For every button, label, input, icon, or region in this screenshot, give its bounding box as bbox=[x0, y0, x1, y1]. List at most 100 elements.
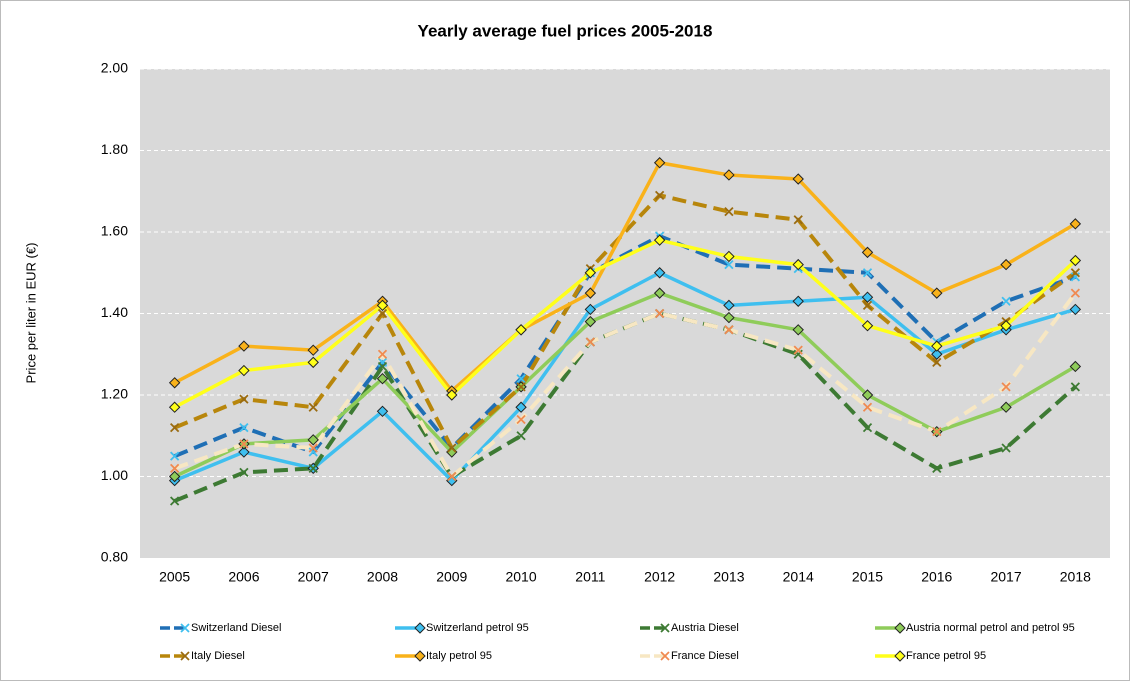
marker bbox=[792, 258, 804, 271]
marker bbox=[861, 389, 874, 401]
marker-stroke bbox=[1070, 382, 1080, 392]
marker bbox=[1001, 382, 1011, 392]
marker bbox=[376, 405, 389, 418]
marker bbox=[1069, 360, 1082, 373]
marker bbox=[584, 315, 597, 328]
marker-stroke bbox=[308, 402, 318, 412]
marker bbox=[377, 349, 388, 359]
marker bbox=[931, 348, 943, 360]
series-line bbox=[173, 271, 1076, 483]
marker bbox=[239, 422, 249, 433]
marker bbox=[1070, 288, 1080, 298]
marker bbox=[932, 463, 942, 473]
marker-stroke bbox=[377, 349, 388, 359]
marker bbox=[308, 402, 318, 412]
marker bbox=[584, 287, 597, 299]
marker bbox=[515, 401, 527, 413]
legend-label: Switzerland petrol 95 bbox=[426, 622, 529, 634]
marker bbox=[1000, 320, 1012, 332]
legend-label: Austria normal petrol and petrol 95 bbox=[906, 622, 1075, 634]
marker bbox=[308, 443, 318, 453]
marker bbox=[170, 451, 180, 461]
marker-stroke bbox=[180, 623, 190, 633]
marker bbox=[724, 325, 734, 335]
x-tick-label: 2015 bbox=[852, 569, 883, 585]
marker bbox=[239, 394, 249, 404]
marker-stroke bbox=[180, 651, 190, 661]
marker bbox=[894, 650, 906, 662]
marker-stroke bbox=[308, 463, 318, 473]
x-tick-label: 2007 bbox=[298, 569, 329, 585]
y-tick-label: 1.00 bbox=[101, 467, 128, 483]
marker bbox=[861, 246, 874, 259]
marker bbox=[377, 308, 388, 319]
marker-stroke bbox=[793, 345, 803, 355]
marker bbox=[792, 173, 804, 185]
marker-stroke bbox=[660, 651, 670, 661]
marker-stroke bbox=[724, 325, 734, 335]
marker bbox=[239, 467, 249, 478]
marker-stroke bbox=[170, 463, 180, 473]
x-tick-label: 2014 bbox=[783, 569, 814, 585]
legend-label: Italy Diesel bbox=[191, 650, 245, 662]
y-tick-label: 1.20 bbox=[101, 386, 128, 402]
marker bbox=[862, 422, 873, 433]
chart-title: Yearly average fuel prices 2005-2018 bbox=[418, 21, 713, 40]
marker-stroke bbox=[1070, 288, 1080, 298]
marker bbox=[168, 401, 181, 413]
marker-stroke bbox=[862, 422, 873, 433]
x-tick-label: 2016 bbox=[921, 569, 952, 585]
marker bbox=[792, 324, 804, 336]
marker bbox=[723, 311, 735, 324]
marker-stroke bbox=[1070, 268, 1080, 278]
marker bbox=[584, 267, 597, 279]
marker-stroke bbox=[724, 206, 734, 217]
marker-stroke bbox=[793, 215, 803, 225]
marker-stroke bbox=[932, 463, 942, 473]
marker-stroke bbox=[170, 496, 180, 506]
marker bbox=[516, 382, 526, 392]
legend-label: France Diesel bbox=[671, 650, 739, 662]
marker-stroke bbox=[377, 361, 388, 372]
marker bbox=[932, 357, 942, 368]
marker-stroke bbox=[1001, 296, 1011, 306]
marker bbox=[516, 431, 526, 441]
marker bbox=[723, 250, 735, 263]
marker bbox=[585, 337, 595, 347]
y-tick-label: 1.60 bbox=[101, 223, 128, 239]
x-tick-label: 2005 bbox=[159, 569, 190, 585]
marker bbox=[516, 374, 526, 384]
marker-stroke bbox=[660, 623, 670, 633]
series-line bbox=[173, 291, 1077, 479]
marker bbox=[447, 471, 457, 482]
marker bbox=[653, 267, 666, 279]
marker-stroke bbox=[516, 382, 526, 392]
marker bbox=[724, 206, 734, 217]
marker bbox=[1070, 268, 1080, 278]
marker bbox=[1070, 382, 1080, 392]
marker bbox=[660, 651, 670, 661]
x-tick-label: 2012 bbox=[644, 569, 675, 585]
marker-stroke bbox=[447, 471, 457, 482]
marker-stroke bbox=[516, 374, 526, 384]
marker bbox=[168, 377, 181, 389]
marker bbox=[584, 303, 597, 316]
marker bbox=[1000, 401, 1012, 413]
marker bbox=[653, 234, 666, 246]
marker bbox=[180, 623, 190, 633]
y-tick-label: 1.40 bbox=[101, 304, 128, 320]
marker-stroke bbox=[239, 439, 249, 449]
y-tick-label: 0.80 bbox=[101, 549, 128, 565]
x-tick-label: 2011 bbox=[575, 569, 605, 585]
marker bbox=[447, 443, 457, 453]
marker-stroke bbox=[239, 467, 249, 478]
series-line bbox=[173, 238, 1077, 409]
marker-stroke bbox=[1001, 443, 1011, 453]
x-tick-label: 2006 bbox=[228, 569, 259, 585]
marker bbox=[1001, 296, 1011, 306]
marker bbox=[932, 427, 942, 437]
x-tick-label: 2009 bbox=[436, 569, 467, 585]
marker bbox=[861, 291, 874, 303]
series-line bbox=[173, 291, 1077, 479]
